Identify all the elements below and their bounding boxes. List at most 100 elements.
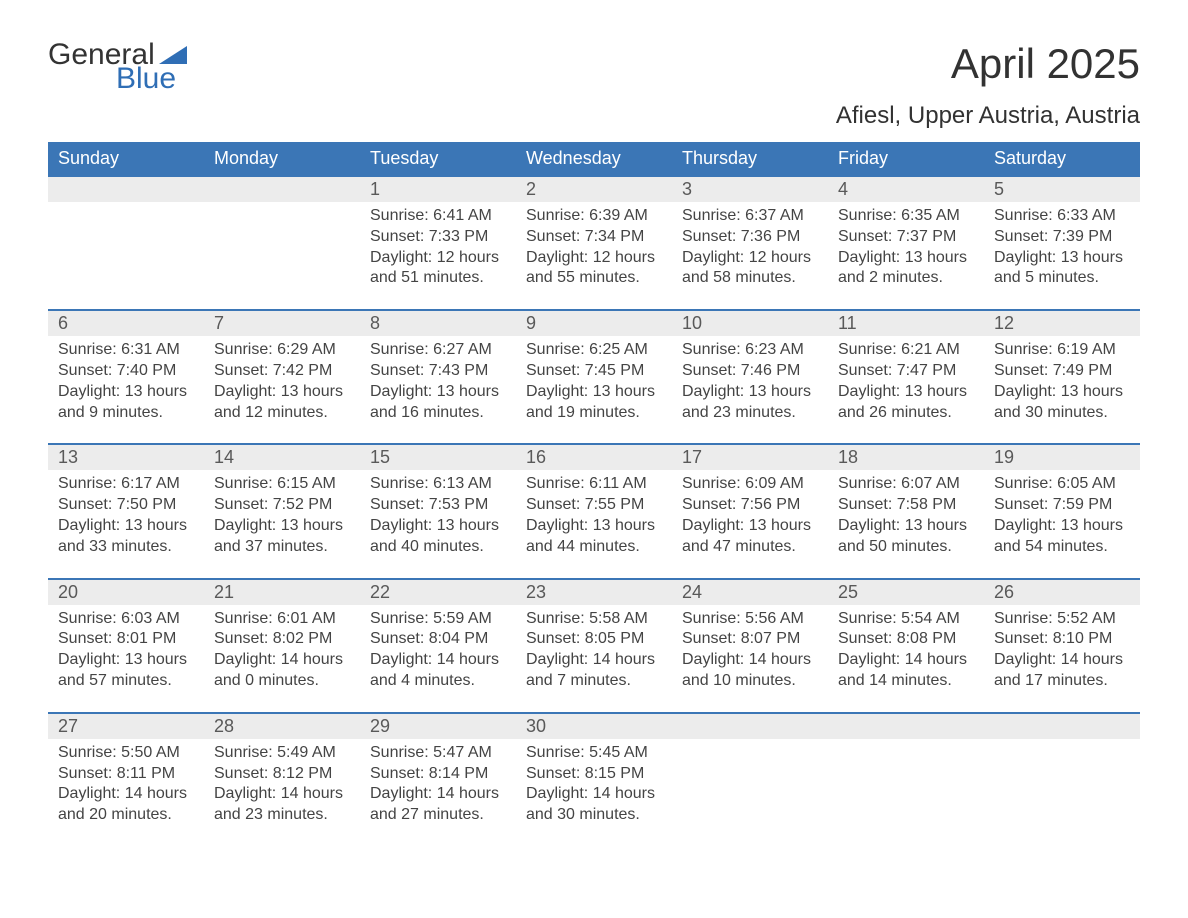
day-d1: Daylight: 13 hours bbox=[526, 382, 662, 403]
day-cell: Sunrise: 6:01 AMSunset: 8:02 PMDaylight:… bbox=[204, 605, 360, 694]
day-number: 25 bbox=[828, 580, 984, 605]
day-number-row: 13141516171819 bbox=[48, 443, 1140, 470]
day-sunrise: Sunrise: 5:56 AM bbox=[682, 609, 818, 630]
day-sunrise: Sunrise: 6:03 AM bbox=[58, 609, 194, 630]
day-d2: and 23 minutes. bbox=[214, 805, 350, 826]
logo-blue: Blue bbox=[116, 64, 176, 94]
day-cell: Sunrise: 6:33 AMSunset: 7:39 PMDaylight:… bbox=[984, 202, 1140, 291]
page-title: April 2025 bbox=[951, 40, 1140, 88]
day-cell: Sunrise: 6:07 AMSunset: 7:58 PMDaylight:… bbox=[828, 470, 984, 559]
calendar-week: 27282930Sunrise: 5:50 AMSunset: 8:11 PMD… bbox=[48, 712, 1140, 828]
day-d2: and 20 minutes. bbox=[58, 805, 194, 826]
day-sunrise: Sunrise: 6:19 AM bbox=[994, 340, 1130, 361]
day-sunrise: Sunrise: 6:23 AM bbox=[682, 340, 818, 361]
day-number: 13 bbox=[48, 445, 204, 470]
day-cell bbox=[672, 739, 828, 828]
day-sunset: Sunset: 8:11 PM bbox=[58, 764, 194, 785]
day-d1: Daylight: 13 hours bbox=[994, 248, 1130, 269]
day-sunrise: Sunrise: 6:07 AM bbox=[838, 474, 974, 495]
day-d1: Daylight: 14 hours bbox=[526, 650, 662, 671]
day-sunset: Sunset: 8:15 PM bbox=[526, 764, 662, 785]
day-d2: and 10 minutes. bbox=[682, 671, 818, 692]
day-sunrise: Sunrise: 6:01 AM bbox=[214, 609, 350, 630]
day-number-row: 6789101112 bbox=[48, 309, 1140, 336]
day-d2: and 50 minutes. bbox=[838, 537, 974, 558]
day-d2: and 33 minutes. bbox=[58, 537, 194, 558]
day-cell: Sunrise: 5:45 AMSunset: 8:15 PMDaylight:… bbox=[516, 739, 672, 828]
day-d2: and 12 minutes. bbox=[214, 403, 350, 424]
day-d1: Daylight: 13 hours bbox=[526, 516, 662, 537]
calendar-week: 13141516171819Sunrise: 6:17 AMSunset: 7:… bbox=[48, 443, 1140, 559]
day-sunset: Sunset: 7:56 PM bbox=[682, 495, 818, 516]
day-sunset: Sunset: 8:04 PM bbox=[370, 629, 506, 650]
day-d2: and 7 minutes. bbox=[526, 671, 662, 692]
day-cell: Sunrise: 5:56 AMSunset: 8:07 PMDaylight:… bbox=[672, 605, 828, 694]
day-number bbox=[204, 177, 360, 202]
day-d2: and 54 minutes. bbox=[994, 537, 1130, 558]
day-sunset: Sunset: 7:58 PM bbox=[838, 495, 974, 516]
day-d2: and 55 minutes. bbox=[526, 268, 662, 289]
day-sunrise: Sunrise: 5:54 AM bbox=[838, 609, 974, 630]
day-cell bbox=[48, 202, 204, 291]
day-cell: Sunrise: 6:29 AMSunset: 7:42 PMDaylight:… bbox=[204, 336, 360, 425]
day-sunset: Sunset: 7:46 PM bbox=[682, 361, 818, 382]
day-number: 29 bbox=[360, 714, 516, 739]
day-d1: Daylight: 13 hours bbox=[58, 382, 194, 403]
day-cell: Sunrise: 6:37 AMSunset: 7:36 PMDaylight:… bbox=[672, 202, 828, 291]
day-d2: and 30 minutes. bbox=[994, 403, 1130, 424]
weekday: Wednesday bbox=[516, 142, 672, 175]
day-d1: Daylight: 13 hours bbox=[838, 382, 974, 403]
day-sunrise: Sunrise: 6:35 AM bbox=[838, 206, 974, 227]
day-d1: Daylight: 14 hours bbox=[682, 650, 818, 671]
day-d1: Daylight: 13 hours bbox=[682, 516, 818, 537]
day-number: 3 bbox=[672, 177, 828, 202]
day-sunset: Sunset: 7:42 PM bbox=[214, 361, 350, 382]
day-number: 22 bbox=[360, 580, 516, 605]
day-number: 16 bbox=[516, 445, 672, 470]
weekday: Friday bbox=[828, 142, 984, 175]
day-sunset: Sunset: 8:02 PM bbox=[214, 629, 350, 650]
day-d2: and 57 minutes. bbox=[58, 671, 194, 692]
day-d2: and 47 minutes. bbox=[682, 537, 818, 558]
day-cell bbox=[204, 202, 360, 291]
location-subtitle: Afiesl, Upper Austria, Austria bbox=[48, 102, 1140, 130]
day-d1: Daylight: 13 hours bbox=[214, 382, 350, 403]
day-sunset: Sunset: 7:50 PM bbox=[58, 495, 194, 516]
calendar: Sunday Monday Tuesday Wednesday Thursday… bbox=[48, 142, 1140, 828]
day-d2: and 2 minutes. bbox=[838, 268, 974, 289]
day-cell: Sunrise: 6:25 AMSunset: 7:45 PMDaylight:… bbox=[516, 336, 672, 425]
day-d1: Daylight: 13 hours bbox=[838, 248, 974, 269]
weekday: Saturday bbox=[984, 142, 1140, 175]
day-sunrise: Sunrise: 5:59 AM bbox=[370, 609, 506, 630]
day-d1: Daylight: 12 hours bbox=[526, 248, 662, 269]
day-sunset: Sunset: 8:07 PM bbox=[682, 629, 818, 650]
day-d1: Daylight: 14 hours bbox=[838, 650, 974, 671]
day-d1: Daylight: 13 hours bbox=[370, 382, 506, 403]
day-d2: and 58 minutes. bbox=[682, 268, 818, 289]
day-d2: and 5 minutes. bbox=[994, 268, 1130, 289]
day-d2: and 40 minutes. bbox=[370, 537, 506, 558]
day-sunset: Sunset: 7:40 PM bbox=[58, 361, 194, 382]
day-number: 2 bbox=[516, 177, 672, 202]
day-d1: Daylight: 12 hours bbox=[370, 248, 506, 269]
calendar-week: 6789101112Sunrise: 6:31 AMSunset: 7:40 P… bbox=[48, 309, 1140, 425]
day-number bbox=[48, 177, 204, 202]
weekday: Tuesday bbox=[360, 142, 516, 175]
day-d1: Daylight: 14 hours bbox=[58, 784, 194, 805]
day-sunset: Sunset: 8:08 PM bbox=[838, 629, 974, 650]
day-sunset: Sunset: 7:53 PM bbox=[370, 495, 506, 516]
day-sunrise: Sunrise: 6:41 AM bbox=[370, 206, 506, 227]
day-cell: Sunrise: 5:52 AMSunset: 8:10 PMDaylight:… bbox=[984, 605, 1140, 694]
day-sunset: Sunset: 7:49 PM bbox=[994, 361, 1130, 382]
day-d2: and 17 minutes. bbox=[994, 671, 1130, 692]
day-sunset: Sunset: 8:14 PM bbox=[370, 764, 506, 785]
day-d1: Daylight: 12 hours bbox=[682, 248, 818, 269]
day-cell: Sunrise: 6:35 AMSunset: 7:37 PMDaylight:… bbox=[828, 202, 984, 291]
day-d1: Daylight: 13 hours bbox=[682, 382, 818, 403]
day-d1: Daylight: 13 hours bbox=[994, 382, 1130, 403]
day-sunrise: Sunrise: 5:49 AM bbox=[214, 743, 350, 764]
day-sunrise: Sunrise: 6:13 AM bbox=[370, 474, 506, 495]
day-cell: Sunrise: 6:23 AMSunset: 7:46 PMDaylight:… bbox=[672, 336, 828, 425]
day-cell: Sunrise: 5:58 AMSunset: 8:05 PMDaylight:… bbox=[516, 605, 672, 694]
weekday: Thursday bbox=[672, 142, 828, 175]
